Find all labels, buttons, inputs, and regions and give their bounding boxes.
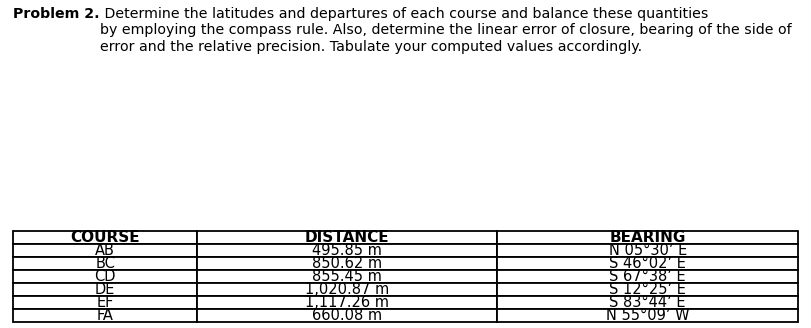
- Text: 495.85 m: 495.85 m: [312, 243, 382, 258]
- Text: AB: AB: [95, 243, 115, 258]
- Bar: [497, 283, 798, 296]
- Text: S 12°25’ E: S 12°25’ E: [609, 282, 686, 297]
- Text: S 83°44’ E: S 83°44’ E: [609, 295, 686, 310]
- Text: COURSE: COURSE: [71, 230, 140, 245]
- Bar: [13, 283, 197, 296]
- Text: 850.62 m: 850.62 m: [312, 256, 383, 271]
- Bar: [497, 309, 798, 322]
- Text: Problem 2.: Problem 2.: [13, 7, 100, 21]
- Bar: [497, 257, 798, 270]
- Text: DISTANCE: DISTANCE: [305, 230, 390, 245]
- Text: 1,117.26 m: 1,117.26 m: [306, 295, 389, 310]
- Bar: [197, 283, 497, 296]
- Text: EF: EF: [97, 295, 114, 310]
- Bar: [13, 309, 197, 322]
- Bar: [497, 244, 798, 257]
- Bar: [13, 231, 197, 244]
- Bar: [497, 270, 798, 283]
- Text: N 55°09’ W: N 55°09’ W: [606, 308, 689, 323]
- Bar: [13, 244, 197, 257]
- Bar: [13, 270, 197, 283]
- Text: 1,020.87 m: 1,020.87 m: [305, 282, 389, 297]
- Text: BC: BC: [95, 256, 115, 271]
- Bar: [497, 296, 798, 309]
- Text: 660.08 m: 660.08 m: [312, 308, 383, 323]
- Bar: [197, 309, 497, 322]
- Bar: [13, 257, 197, 270]
- Bar: [197, 296, 497, 309]
- Text: DE: DE: [95, 282, 115, 297]
- Text: N 05°30’ E: N 05°30’ E: [608, 243, 687, 258]
- Bar: [197, 270, 497, 283]
- Bar: [197, 244, 497, 257]
- Bar: [497, 231, 798, 244]
- Bar: [13, 296, 197, 309]
- Text: FA: FA: [97, 308, 114, 323]
- Text: S 46°02’ E: S 46°02’ E: [609, 256, 686, 271]
- Text: BEARING: BEARING: [610, 230, 686, 245]
- Bar: [197, 257, 497, 270]
- Bar: [197, 231, 497, 244]
- Text: CD: CD: [94, 269, 116, 284]
- Text: 855.45 m: 855.45 m: [312, 269, 382, 284]
- Text: Determine the latitudes and departures of each course and balance these quantiti: Determine the latitudes and departures o…: [100, 7, 792, 53]
- Text: S 67°38’ E: S 67°38’ E: [609, 269, 686, 284]
